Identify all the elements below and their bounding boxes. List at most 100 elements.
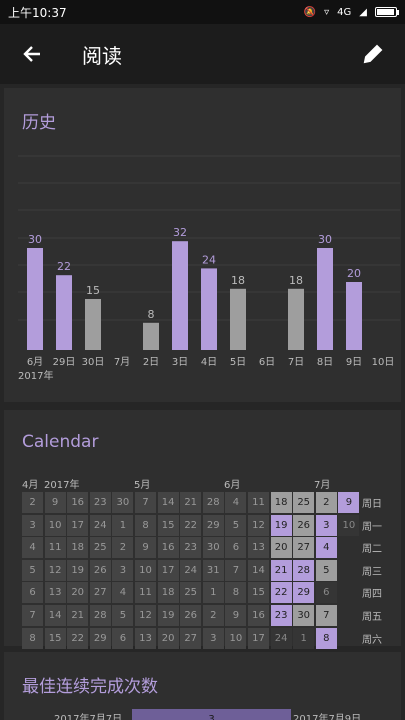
calendar-day-cell[interactable]: 6 (315, 582, 337, 604)
calendar-day-cell[interactable]: 29 (293, 582, 315, 604)
calendar-day-cell[interactable]: 25 (180, 582, 202, 604)
calendar-day-cell[interactable]: 15 (157, 514, 179, 536)
calendar-day-cell[interactable]: 22 (180, 514, 202, 536)
calendar-day-cell[interactable]: 26 (293, 514, 315, 536)
calendar-day-cell[interactable]: 25 (293, 492, 315, 513)
calendar-day-cell[interactable]: 24 (89, 514, 111, 536)
calendar-day-cell[interactable]: 7 (225, 559, 247, 581)
calendar-day-cell[interactable]: 29 (202, 514, 224, 536)
calendar-day-cell[interactable]: 16 (248, 605, 269, 626)
calendar-day-cell[interactable]: 13 (135, 627, 156, 649)
calendar-day-cell[interactable]: 3 (112, 559, 134, 581)
calendar-day-cell[interactable]: 31 (202, 559, 224, 581)
calendar-day-cell[interactable]: 25 (89, 537, 111, 559)
calendar-day-cell[interactable]: 23 (180, 537, 202, 559)
calendar-day-cell[interactable]: 5 (22, 559, 43, 581)
calendar-day-cell[interactable]: 19 (67, 559, 89, 581)
calendar-day-cell[interactable]: 6 (22, 582, 43, 604)
calendar-day-cell[interactable]: 27 (180, 627, 202, 649)
edit-button[interactable] (341, 24, 405, 84)
calendar-day-cell[interactable]: 20 (67, 582, 89, 604)
calendar-day-cell[interactable]: 21 (180, 492, 202, 513)
calendar-day-cell[interactable]: 4 (112, 582, 134, 604)
calendar-day-cell[interactable]: 1 (112, 514, 134, 536)
calendar-day-cell[interactable]: 11 (248, 492, 269, 513)
calendar-day-cell[interactable]: 10 (44, 514, 66, 536)
calendar-day-cell[interactable]: 2 (112, 537, 134, 559)
calendar-day-cell[interactable]: 3 (202, 627, 224, 649)
calendar-day-cell[interactable]: 2 (315, 492, 337, 513)
calendar-day-cell[interactable]: 6 (112, 627, 134, 649)
calendar-day-cell[interactable]: 28 (202, 492, 224, 513)
calendar-day-cell[interactable]: 10 (225, 627, 247, 649)
calendar-day-cell[interactable]: 9 (338, 492, 360, 513)
calendar-day-cell[interactable]: 21 (67, 605, 89, 626)
calendar-day-cell[interactable]: 18 (157, 582, 179, 604)
calendar-day-cell[interactable]: 17 (67, 514, 89, 536)
calendar-day-cell[interactable]: 30 (112, 492, 134, 513)
calendar-day-cell[interactable]: 5 (112, 605, 134, 626)
calendar-day-cell[interactable]: 7 (135, 492, 156, 513)
calendar-day-cell[interactable]: 17 (157, 559, 179, 581)
calendar-day-cell[interactable]: 15 (248, 582, 269, 604)
calendar-day-cell[interactable]: 4 (315, 537, 337, 559)
calendar-day-cell[interactable]: 7 (22, 605, 43, 626)
calendar-day-cell[interactable]: 22 (67, 627, 89, 649)
calendar-day-cell[interactable]: 12 (248, 514, 269, 536)
calendar-day-cell[interactable]: 16 (67, 492, 89, 513)
calendar-day-cell[interactable]: 26 (89, 559, 111, 581)
calendar-day-cell[interactable]: 22 (270, 582, 292, 604)
calendar-day-cell[interactable]: 13 (248, 537, 269, 559)
calendar-day-cell[interactable]: 5 (315, 559, 337, 581)
calendar-day-cell[interactable]: 14 (157, 492, 179, 513)
calendar-day-cell[interactable]: 8 (22, 627, 43, 649)
calendar-day-cell[interactable]: 2 (202, 605, 224, 626)
calendar-day-cell[interactable]: 21 (270, 559, 292, 581)
calendar-day-cell[interactable]: 2 (22, 492, 43, 513)
calendar-day-cell[interactable]: 6 (225, 537, 247, 559)
calendar-day-cell[interactable]: 10 (135, 559, 156, 581)
calendar-day-cell[interactable]: 27 (89, 582, 111, 604)
calendar-day-cell[interactable]: 26 (180, 605, 202, 626)
calendar-day-cell[interactable]: 3 (315, 514, 337, 536)
calendar-day-cell[interactable]: 15 (44, 627, 66, 649)
calendar-day-cell[interactable]: 8 (315, 627, 337, 649)
calendar-day-cell[interactable]: 14 (44, 605, 66, 626)
calendar-day-cell[interactable]: 8 (225, 582, 247, 604)
calendar-day-cell[interactable]: 3 (22, 514, 43, 536)
calendar-day-cell[interactable]: 24 (270, 627, 292, 649)
calendar-day-cell[interactable]: 7 (315, 605, 337, 626)
calendar-day-cell[interactable]: 18 (67, 537, 89, 559)
calendar-day-cell[interactable]: 8 (135, 514, 156, 536)
calendar-day-cell[interactable]: 24 (180, 559, 202, 581)
calendar-day-cell[interactable]: 11 (135, 582, 156, 604)
calendar-day-cell[interactable]: 5 (225, 514, 247, 536)
calendar-day-cell[interactable]: 28 (293, 559, 315, 581)
calendar-day-cell[interactable]: 20 (270, 537, 292, 559)
calendar-day-cell[interactable]: 9 (44, 492, 66, 513)
calendar-day-cell[interactable]: 12 (135, 605, 156, 626)
calendar-day-cell[interactable]: 23 (89, 492, 111, 513)
calendar-day-cell[interactable]: 19 (157, 605, 179, 626)
calendar-day-cell[interactable]: 1 (202, 582, 224, 604)
calendar-day-cell[interactable]: 18 (270, 492, 292, 513)
back-button[interactable] (0, 24, 64, 84)
calendar-day-cell[interactable]: 27 (293, 537, 315, 559)
calendar-day-cell[interactable]: 9 (225, 605, 247, 626)
calendar-day-cell[interactable]: 20 (157, 627, 179, 649)
calendar-day-cell[interactable]: 11 (44, 537, 66, 559)
calendar-day-cell[interactable]: 13 (44, 582, 66, 604)
calendar-day-cell[interactable]: 19 (270, 514, 292, 536)
calendar-day-cell[interactable]: 28 (89, 605, 111, 626)
calendar-day-cell[interactable]: 14 (248, 559, 269, 581)
calendar-day-cell[interactable]: 29 (89, 627, 111, 649)
calendar-day-cell[interactable]: 12 (44, 559, 66, 581)
calendar-day-cell[interactable]: 30 (293, 605, 315, 626)
calendar-day-cell[interactable]: 1 (293, 627, 315, 649)
calendar-day-cell[interactable]: 4 (22, 537, 43, 559)
calendar-day-cell[interactable]: 23 (270, 605, 292, 626)
calendar-day-cell[interactable]: 16 (157, 537, 179, 559)
calendar-day-cell[interactable]: 30 (202, 537, 224, 559)
calendar-day-cell[interactable]: 4 (225, 492, 247, 513)
calendar-day-cell[interactable]: 10 (338, 514, 360, 536)
